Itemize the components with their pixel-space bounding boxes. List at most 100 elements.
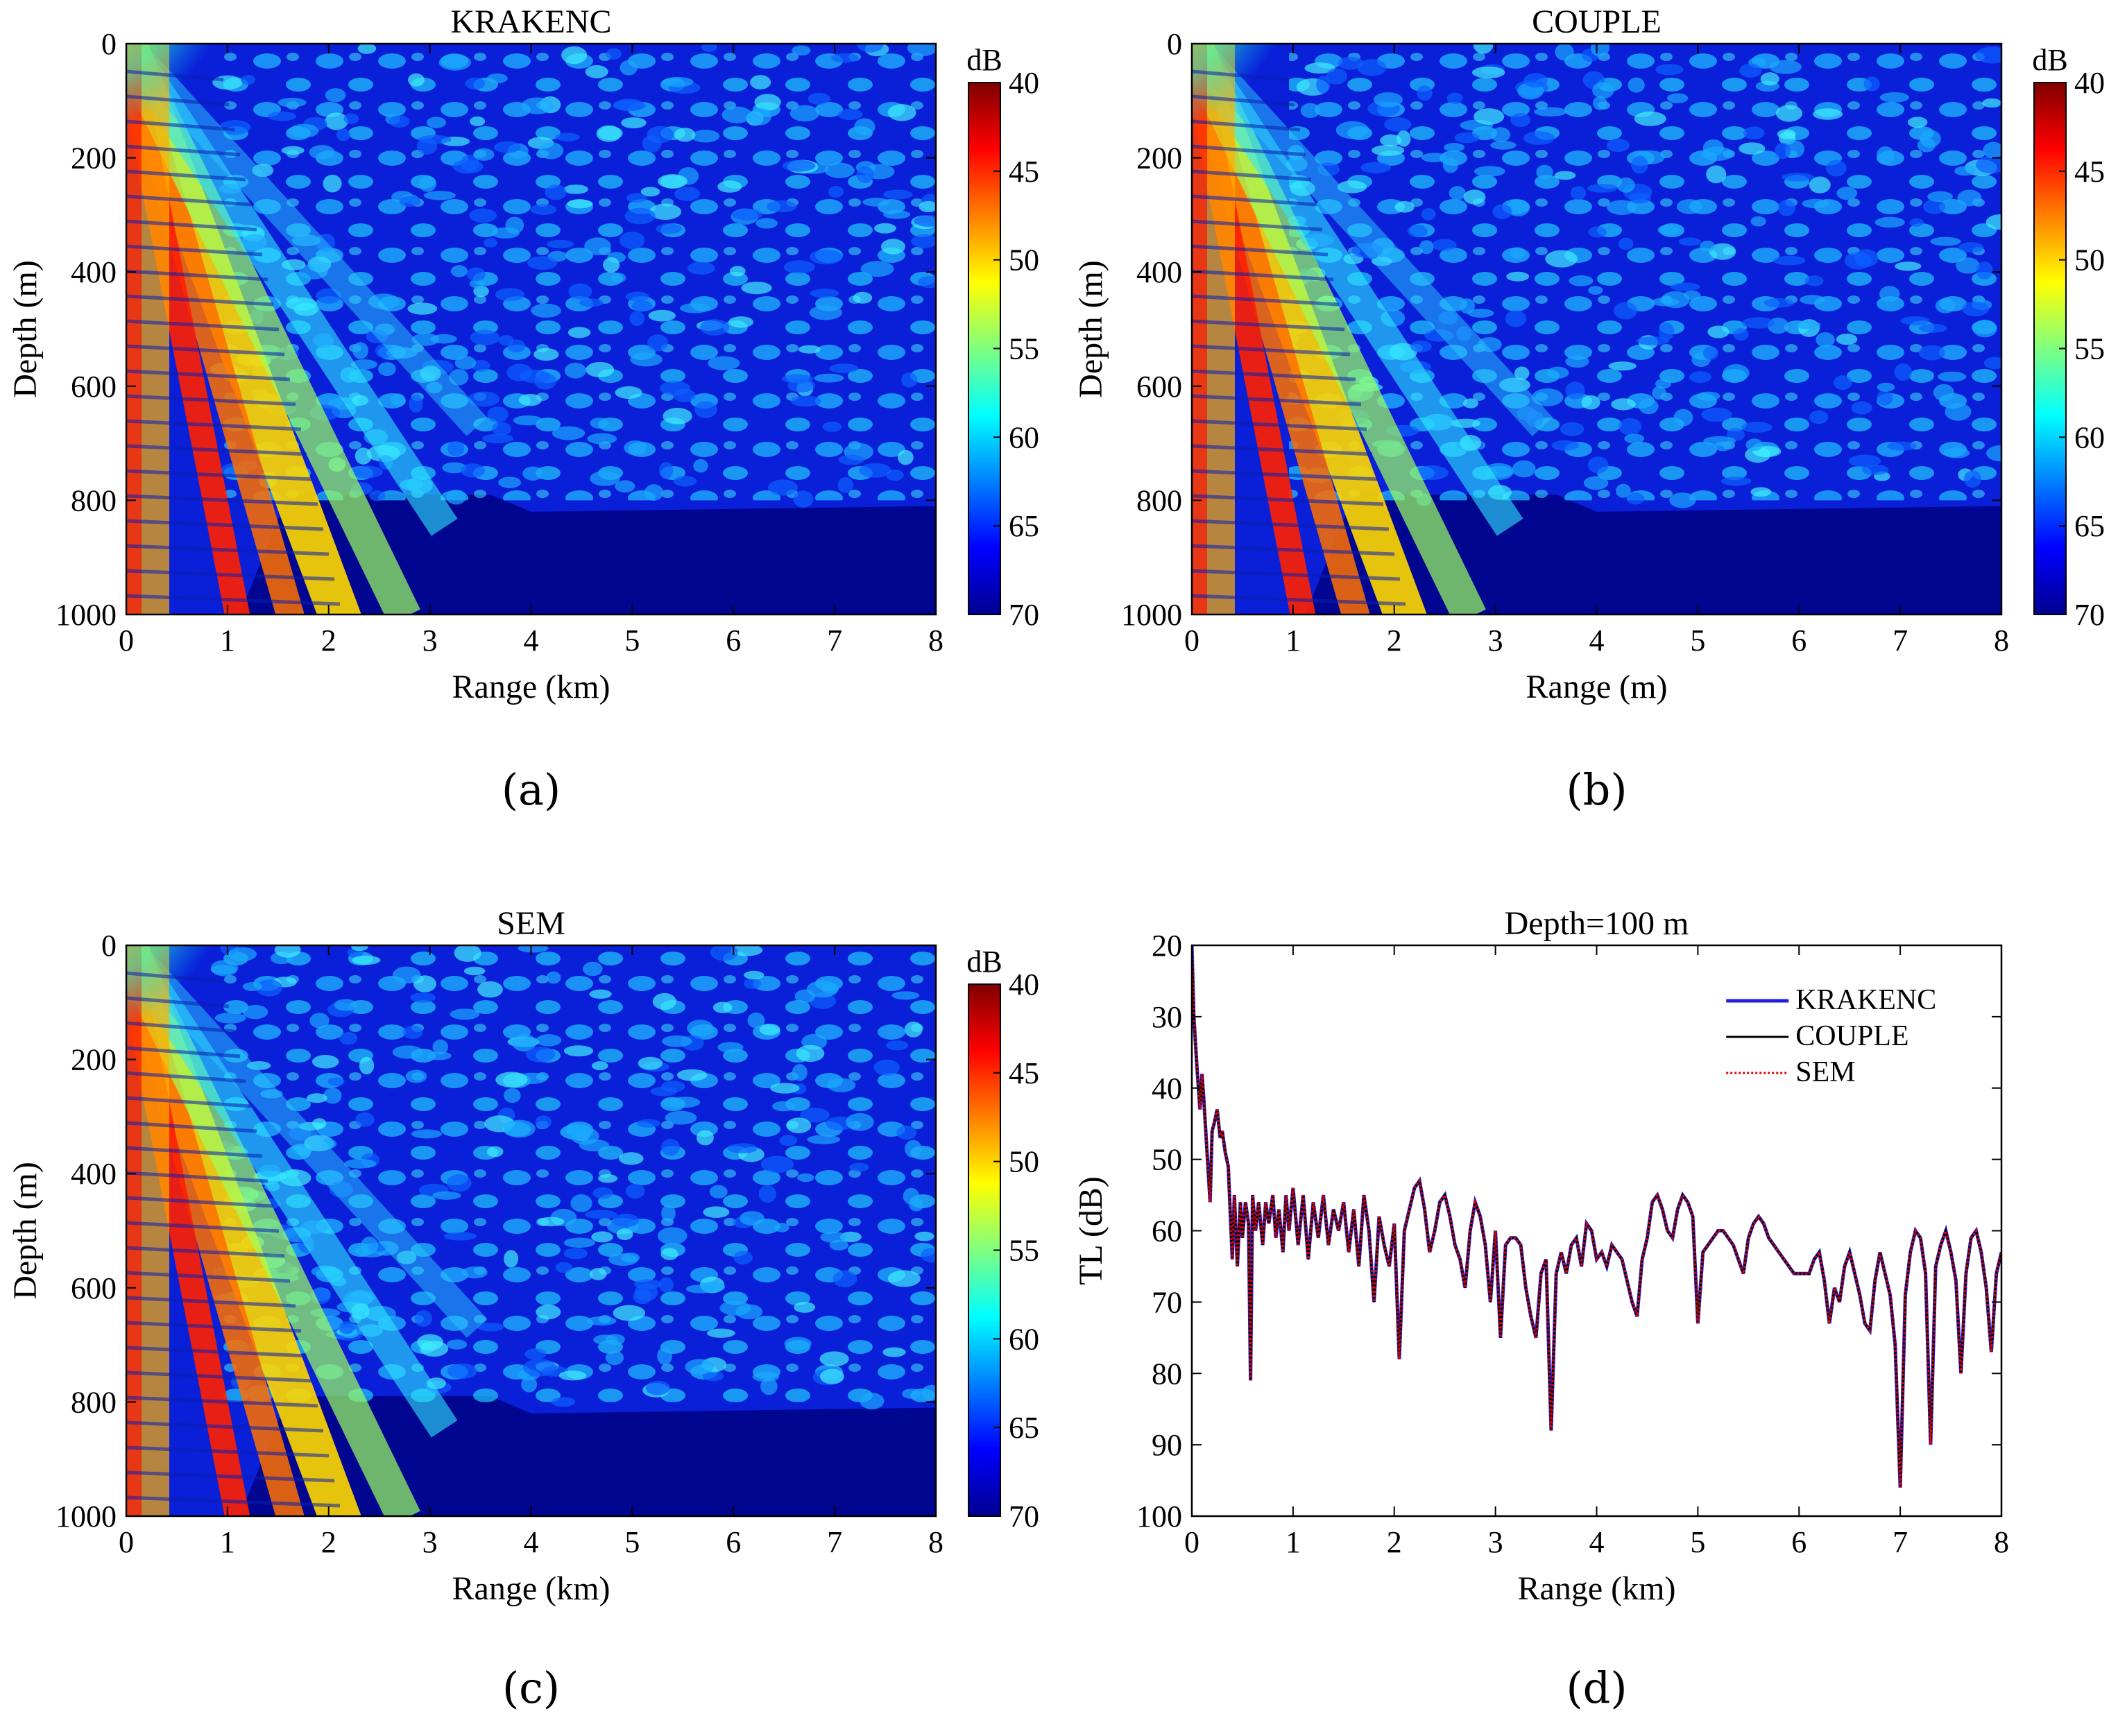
field-blob — [882, 1347, 906, 1357]
field-blob — [351, 945, 368, 952]
colorbar-tick-label: 60 — [2074, 420, 2105, 454]
striation — [126, 194, 252, 207]
colorbar-tick-label: 65 — [1009, 509, 1039, 543]
field-blob — [432, 1191, 461, 1200]
field-blob — [1611, 398, 1636, 411]
field-blob — [1876, 146, 1895, 164]
field-blob — [483, 238, 497, 248]
striation — [1192, 469, 1378, 481]
field-blob — [450, 265, 468, 277]
field-blob — [407, 302, 438, 315]
field-blob — [693, 458, 708, 473]
striation — [126, 69, 224, 82]
field-blob — [447, 1363, 477, 1380]
field-blob — [1700, 146, 1734, 162]
x-tick-label: 6 — [726, 624, 741, 658]
field-blob — [486, 1146, 504, 1158]
field-blob — [744, 970, 765, 980]
field-blob — [498, 335, 514, 346]
field-blob — [325, 88, 346, 103]
field-blob — [674, 186, 700, 201]
striation — [126, 519, 324, 531]
field-blob — [1467, 309, 1494, 318]
field-blob — [454, 945, 481, 962]
field-blob — [1741, 422, 1773, 433]
field-blob — [1963, 470, 1981, 488]
field-blob — [750, 75, 771, 89]
striation — [1192, 394, 1362, 406]
striation — [126, 996, 230, 1008]
field-blob — [309, 1013, 330, 1029]
striation — [1192, 319, 1345, 332]
field-blob — [1706, 165, 1727, 184]
field-blob — [1639, 398, 1659, 415]
striation — [126, 544, 330, 556]
field-blob — [856, 166, 874, 183]
field-blob — [242, 1004, 268, 1020]
field-blob — [691, 130, 720, 143]
field-blob — [554, 132, 580, 141]
field-blob — [783, 260, 815, 274]
y-tick-label: 400 — [71, 1157, 117, 1191]
colorbar-tick-label: 55 — [1009, 1234, 1039, 1268]
striation — [126, 119, 235, 132]
field-blob — [1918, 323, 1947, 333]
field-blob — [644, 484, 664, 501]
field-blob — [717, 180, 742, 193]
field-blob — [438, 54, 472, 71]
field-blob — [821, 983, 839, 994]
field-blob — [1650, 298, 1680, 307]
x-tick-label: 1 — [1286, 1525, 1301, 1559]
field-blob — [323, 1088, 342, 1104]
colorbar-label: dB — [966, 945, 1002, 979]
field-blob — [808, 92, 830, 105]
field-blob — [807, 1135, 841, 1144]
colorbar-tick-label: 50 — [1009, 243, 1039, 277]
field-blob — [442, 462, 467, 474]
x-tick-label: 3 — [1488, 1525, 1503, 1559]
field-blob — [796, 1045, 825, 1063]
field-blob — [1670, 282, 1700, 291]
field-blob — [267, 111, 296, 121]
field-blob — [1976, 261, 1993, 280]
field-blob — [524, 1348, 547, 1360]
field-blob — [1777, 129, 1796, 139]
field-blob — [657, 1347, 673, 1366]
y-tick-label: 70 — [1152, 1285, 1182, 1319]
x-tick-label: 6 — [1791, 624, 1807, 658]
field-blob — [1473, 44, 1494, 54]
field-blob — [1655, 64, 1684, 76]
field-blob — [1534, 107, 1567, 117]
field-blob — [586, 361, 615, 378]
field-blob — [355, 1112, 375, 1127]
field-blob — [1616, 177, 1635, 193]
heatmap-field — [126, 44, 936, 615]
field-blob — [289, 123, 319, 138]
field-blob — [1588, 226, 1607, 238]
striation — [1192, 494, 1384, 506]
field-blob — [465, 77, 486, 90]
field-blob — [1446, 92, 1463, 105]
field-blob — [1624, 433, 1645, 444]
field-blob — [1326, 68, 1348, 85]
field-blob — [658, 461, 674, 479]
field-blob — [656, 223, 682, 234]
field-blob — [491, 422, 512, 436]
colorbar-tick-label: 40 — [1009, 968, 1039, 1002]
field-blob — [563, 1248, 588, 1260]
field-blob — [533, 347, 559, 361]
field-blob — [530, 204, 557, 215]
panel-label: (c) — [502, 1662, 560, 1713]
striation — [126, 319, 280, 332]
striation — [1192, 594, 1406, 606]
field-blob — [1506, 271, 1530, 282]
y-axis-label: Depth (m) — [1073, 260, 1109, 398]
field-blob — [1631, 155, 1648, 174]
field-blob — [702, 1370, 724, 1382]
striation — [126, 344, 285, 356]
field-blob — [814, 373, 844, 383]
field-blob — [709, 1185, 728, 1199]
field-blob — [687, 261, 715, 275]
x-tick-label: 1 — [220, 1525, 235, 1559]
striation — [126, 219, 257, 232]
